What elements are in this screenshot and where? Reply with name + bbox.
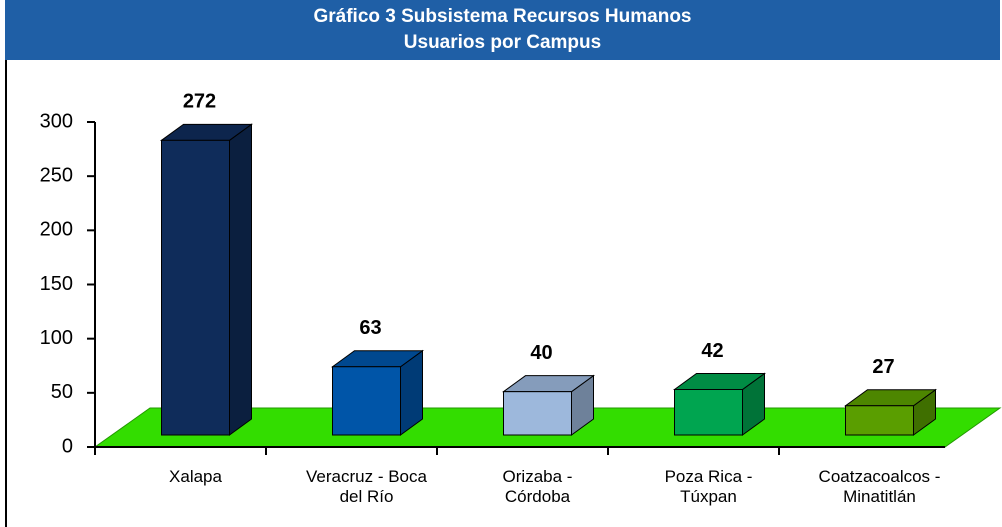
bar xyxy=(845,405,914,436)
bar xyxy=(503,391,572,436)
bar xyxy=(332,366,401,436)
chart-subtitle: Usuarios por Campus xyxy=(403,32,602,53)
x-tick-label: Xalapa xyxy=(169,467,222,486)
y-tick-label: 100 xyxy=(40,327,73,349)
value-label: 42 xyxy=(701,340,723,362)
y-tick-label: 300 xyxy=(40,110,73,132)
x-tick-label: Veracruz - Boca del Río xyxy=(306,467,427,506)
value-label: 40 xyxy=(530,342,552,364)
y-tick-label: 200 xyxy=(40,219,73,241)
bar-side xyxy=(229,123,252,436)
chart-header: Gráfico 3 Subsistema Recursos Humanos Us… xyxy=(5,0,1000,60)
bar xyxy=(674,389,743,436)
x-tick-label: Coatzacoalcos - Minatitlán xyxy=(818,467,941,506)
y-tick-label: 50 xyxy=(51,381,73,403)
bar xyxy=(161,139,230,436)
y-tick-label: 250 xyxy=(40,164,73,186)
chart-frame xyxy=(5,60,1000,527)
value-label: 272 xyxy=(183,91,216,113)
value-label: 27 xyxy=(872,356,894,378)
y-tick-label: 0 xyxy=(62,435,73,457)
x-tick-label: Orizaba - Córdoba xyxy=(502,467,573,506)
value-label: 63 xyxy=(359,317,381,339)
y-tick-label: 150 xyxy=(40,273,73,295)
x-tick-label: Poza Rica - Túxpan xyxy=(664,467,753,506)
chart-title: Gráfico 3 Subsistema Recursos Humanos xyxy=(313,6,692,27)
